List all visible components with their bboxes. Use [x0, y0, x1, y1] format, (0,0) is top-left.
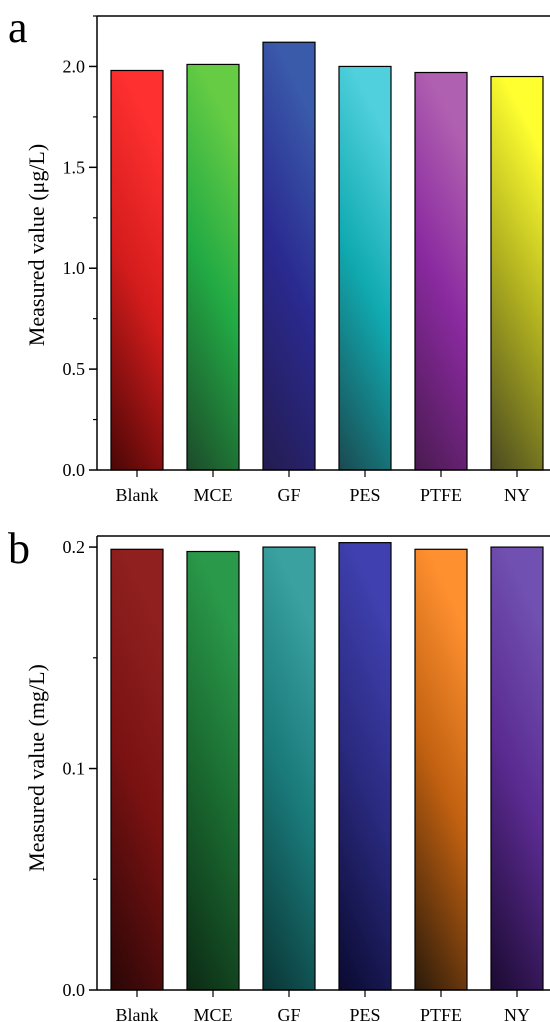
bar-pes — [338, 542, 392, 991]
y-tick-label: 2.0 — [63, 56, 86, 76]
panel-b: b Measured value (mg/L) 0.0 0.1 0.2 Blank M… — [8, 524, 550, 1022]
panel-a-y-axis-label: Measured value (μg/L) — [24, 144, 49, 346]
x-tick-label: PTFE — [420, 485, 462, 505]
x-tick-label: MCE — [193, 485, 232, 505]
bar-mce — [186, 550, 240, 991]
y-tick-label: 1.0 — [63, 258, 86, 278]
bar-gf — [262, 546, 316, 991]
x-tick-label: PES — [349, 485, 380, 505]
bar-mce — [186, 63, 240, 471]
x-tick-label: GF — [277, 1005, 300, 1022]
x-tick-label: PTFE — [420, 1005, 462, 1022]
y-tick-label: 0.0 — [63, 980, 86, 1000]
bar-blank — [110, 69, 164, 471]
x-tick-label: Blank — [116, 485, 159, 505]
bar-ptfe — [414, 71, 468, 471]
y-tick-label: 0.1 — [63, 759, 86, 779]
y-tick-label: 0.5 — [63, 359, 86, 379]
x-tick-label: NY — [504, 485, 530, 505]
x-tick-label: PES — [349, 1005, 380, 1022]
panel-a: a Measured value (μg/L) 0.00.51.01.52.0 … — [8, 3, 550, 505]
panel-b-letter: b — [8, 524, 30, 573]
panel-b-y-axis-label: Measured value (mg/L) — [24, 664, 49, 872]
y-tick-label: 0.2 — [63, 537, 86, 557]
y-tick-label: 1.5 — [63, 157, 86, 177]
bar-ny — [490, 75, 544, 471]
x-tick-label: GF — [277, 485, 300, 505]
panel-a-letter: a — [8, 3, 28, 52]
bar-pes — [338, 65, 392, 471]
bar-ptfe — [414, 548, 468, 991]
x-tick-label: MCE — [193, 1005, 232, 1022]
x-tick-label: Blank — [116, 1005, 159, 1022]
bar-ny — [490, 546, 544, 991]
bar-gf — [262, 41, 316, 471]
x-tick-label: NY — [504, 1005, 530, 1022]
bar-blank — [110, 548, 164, 991]
y-tick-label: 0.0 — [63, 460, 86, 480]
